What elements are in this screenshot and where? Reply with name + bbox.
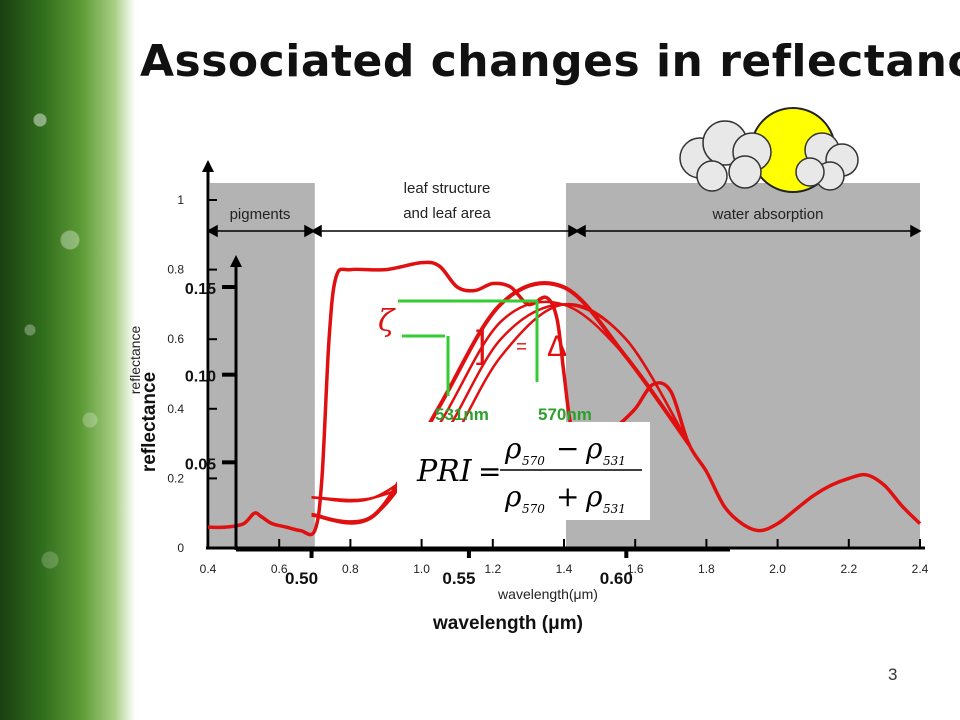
formula-sub-num-2: 531: [603, 454, 626, 468]
main-x-tick-label: 0.4: [200, 562, 217, 576]
region-arrows: [206, 224, 922, 238]
main-x-axis-label: wavelength(μm): [497, 586, 598, 602]
formula-minus: −: [556, 432, 579, 465]
wavelength-markers: [398, 299, 539, 396]
inset-y-axis-label: reflectance: [139, 372, 160, 472]
inset-curve: [311, 302, 691, 502]
main-x-tick-label: 1.4: [556, 562, 573, 576]
formula-sub-den-2: 531: [603, 502, 626, 516]
inset-x-tick-label: 0.50: [285, 569, 318, 588]
pri-formula: PRI = ρ 570 − ρ 531 ρ 570 + ρ 531: [397, 422, 650, 520]
formula-lhs: PRI: [416, 454, 473, 489]
main-x-tick-label: 0.6: [271, 562, 288, 576]
pigments-band: [210, 183, 315, 548]
main-x-tick-label: 2.2: [840, 562, 857, 576]
main-y-tick-label: 0.4: [167, 402, 184, 416]
inset-x-tick-label: 0.55: [442, 569, 475, 588]
main-y-tick-label: 0: [177, 541, 184, 555]
label-531nm: 531nm: [435, 405, 489, 424]
inset-y-tick-label: 0.10: [185, 369, 216, 386]
pigments-label: pigments: [230, 206, 291, 223]
main-x-tick-label: 2.4: [912, 562, 929, 576]
sun-clouds-icon: [679, 107, 859, 193]
main-y-tick-label: 1: [177, 193, 184, 207]
slide-page-number: 3: [888, 665, 898, 684]
main-axes: [206, 165, 925, 550]
cloud-icon: [679, 120, 772, 192]
delta-symbol: Δ: [547, 330, 567, 363]
inset-y-ticks: 0.05 0.10 0.15: [185, 281, 236, 473]
inset-y-axis-arrow: [230, 255, 242, 267]
formula-rho-den-1: ρ: [504, 480, 522, 513]
bracket-symbol: ]: [476, 324, 487, 366]
formula-sub-num-1: 570: [522, 454, 545, 468]
formula-sub-den-1: 570: [522, 502, 545, 516]
leaf-structure-label-line1: leaf structure: [404, 180, 491, 197]
inset-axes: [234, 262, 730, 552]
inset-y-tick-label: 0.05: [185, 456, 216, 473]
main-x-tick-label: 1.2: [484, 562, 501, 576]
formula-equals: =: [478, 455, 501, 488]
formula-box: [397, 422, 650, 520]
inset-y-tick-label: 0.15: [185, 281, 216, 298]
inset-x-axis-label: wavelength (μm): [432, 613, 583, 634]
slide-title: Associated changes in reflectance: [140, 36, 960, 87]
inset-curve: [311, 300, 691, 523]
formula-plus: +: [556, 480, 579, 513]
inset-x-tick-label: 0.60: [600, 569, 633, 588]
leaf-background-image: [0, 0, 135, 720]
main-x-tick-label: 0.8: [342, 562, 359, 576]
water-absorption-label: water absorption: [712, 206, 824, 223]
main-x-tick-label: 1.0: [413, 562, 430, 576]
main-y-ticks: 0 0.2 0.4 0.6 0.8 1: [167, 193, 217, 555]
inset-curves: [311, 281, 691, 525]
main-x-tick-label: 2.0: [769, 562, 786, 576]
main-y-tick-label: 0.2: [167, 471, 184, 485]
main-x-tick-label: 1.6: [627, 562, 644, 576]
zeta-symbol: ζ: [378, 304, 396, 339]
inset-x-ticks: 0.50 0.55 0.60: [285, 550, 633, 588]
main-x-tick-label: 1.8: [698, 562, 715, 576]
formula-rho-num-2: ρ: [585, 432, 603, 465]
reflectance-curve: [207, 260, 922, 537]
formula-rho-den-2: ρ: [585, 480, 603, 513]
equals-symbol: =: [516, 337, 527, 358]
main-y-tick-label: 0.6: [167, 332, 184, 346]
label-570nm: 570nm: [538, 405, 592, 424]
cloud-icon-right: [795, 132, 859, 191]
formula-rho-num-1: ρ: [504, 432, 522, 465]
main-y-axis-arrow: [202, 160, 214, 172]
leaf-structure-label-line2: and leaf area: [403, 205, 491, 222]
main-y-tick-label: 0.8: [167, 263, 184, 277]
main-y-axis-label: reflectance: [127, 326, 143, 395]
main-x-ticks: 0.4 0.6 0.8 1.0 1.2 1.4 1.6 1.8 2.0 2.2 2.4: [200, 539, 929, 576]
